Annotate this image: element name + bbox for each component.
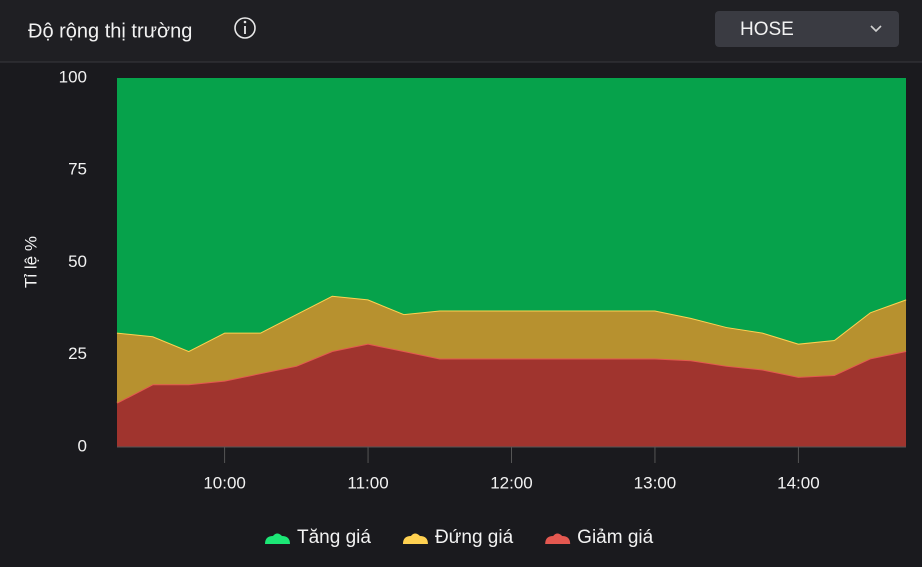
legend-label: Tăng giá (297, 527, 371, 548)
y-tick-label: 25 (68, 344, 87, 363)
y-tick-label: 50 (68, 252, 87, 271)
legend-label: Đứng giá (435, 527, 514, 548)
legend-marker (265, 533, 290, 544)
exchange-select[interactable]: HOSE (715, 11, 899, 47)
y-tick-label: 100 (59, 67, 87, 86)
y-axis-label: Tỉ lệ % (21, 236, 40, 288)
legend-item[interactable]: Tăng giá (265, 527, 371, 548)
legend-marker (545, 533, 571, 544)
x-tick-label: 12:00 (490, 473, 533, 492)
legend-marker (402, 533, 428, 544)
area (117, 78, 906, 352)
info-icon[interactable] (234, 17, 256, 39)
chart-title: Độ rộng thị trường (28, 20, 192, 42)
x-tick-label: 13:00 (634, 473, 677, 492)
area (117, 295, 906, 403)
y-tick-label: 0 (78, 436, 87, 455)
legend-label: Giảm giá (577, 527, 653, 548)
x-tick-label: 11:00 (347, 473, 388, 492)
legend-item[interactable]: Giảm giá (545, 527, 654, 548)
area (117, 343, 906, 447)
legend-item[interactable]: Đứng giá (402, 527, 514, 548)
y-tick-label: 75 (68, 160, 87, 179)
select-value: HOSE (740, 19, 794, 40)
x-tick-label: 10:00 (203, 473, 246, 492)
area-edge (116, 294, 907, 353)
x-tick-label: 14:00 (777, 473, 820, 492)
